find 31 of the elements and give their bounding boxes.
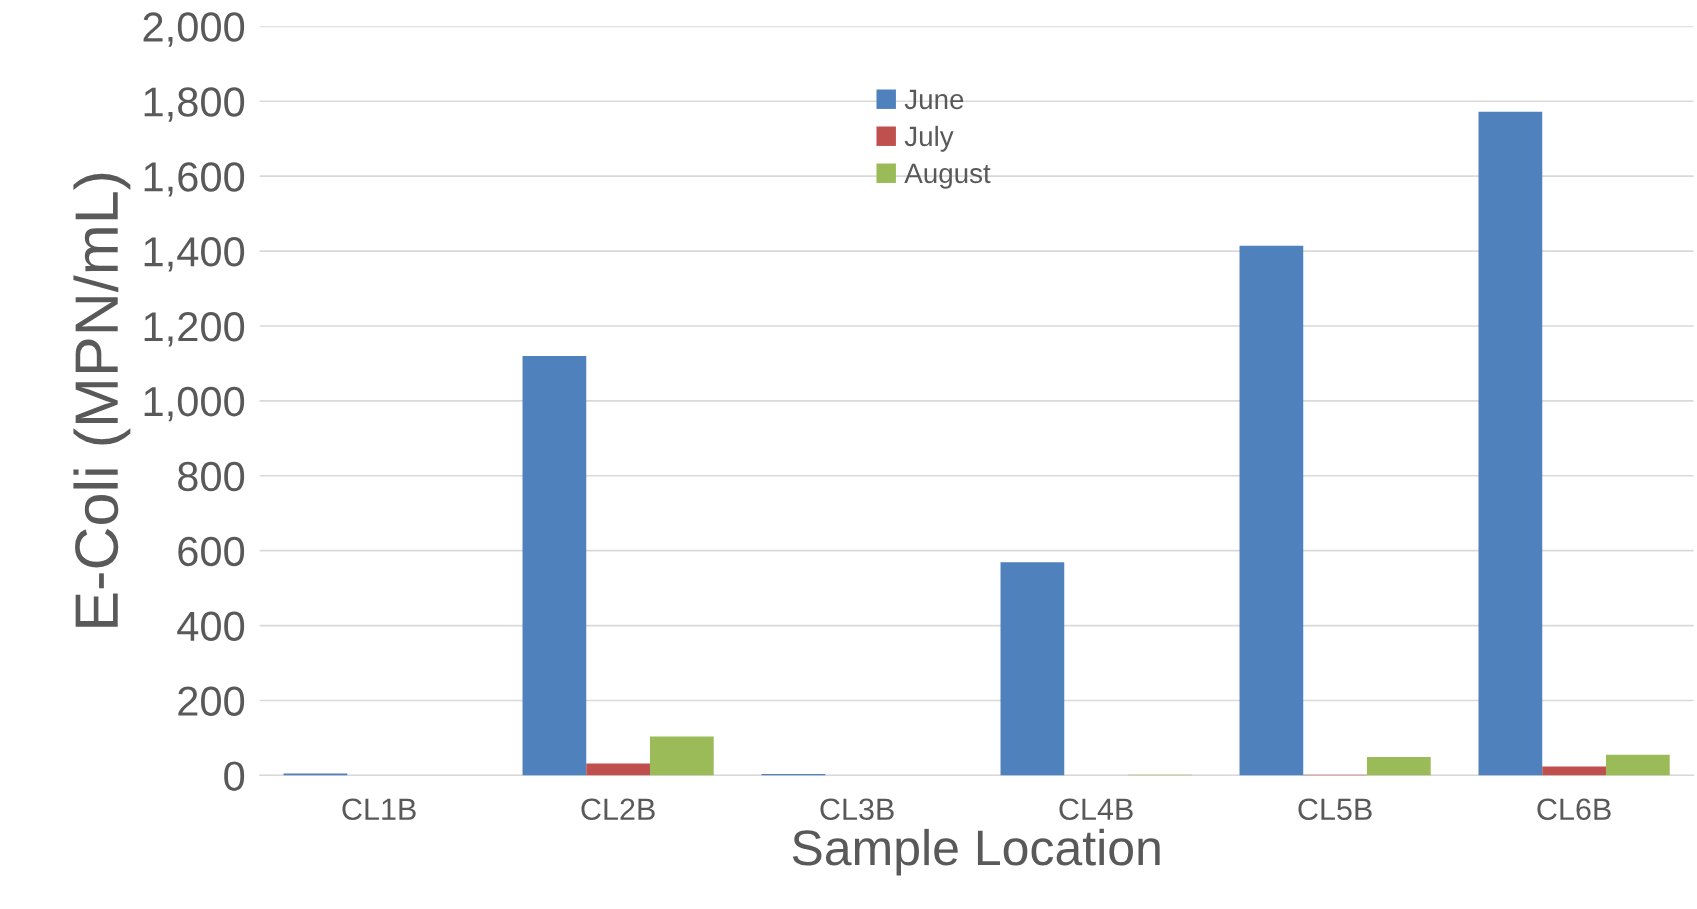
bar bbox=[1366, 757, 1431, 776]
y-tick-label: 1,400 bbox=[144, 237, 245, 272]
y-tick-label: 200 bbox=[178, 686, 245, 716]
legend-label: June bbox=[904, 89, 964, 110]
y-tick-label: 1,800 bbox=[144, 87, 245, 122]
bar bbox=[1000, 562, 1065, 776]
bar bbox=[1542, 766, 1606, 776]
x-tick-label: CL6B bbox=[1537, 798, 1611, 821]
legend-label: August bbox=[904, 163, 991, 189]
x-tick-label: CL5B bbox=[1298, 798, 1372, 821]
bar bbox=[522, 355, 587, 776]
y-tick-label: 400 bbox=[177, 611, 245, 642]
x-tick-label: CL3B bbox=[820, 798, 894, 821]
bar bbox=[586, 763, 650, 776]
x-axis-title: Sample Location bbox=[792, 828, 1160, 876]
y-tick-label: 2,000 bbox=[143, 12, 245, 47]
legend-label: July bbox=[904, 125, 954, 152]
bar bbox=[1605, 754, 1670, 776]
x-tick-label: CL2B bbox=[581, 798, 655, 821]
x-tick-label: CL1B bbox=[342, 798, 416, 821]
y-tick-label: 1,000 bbox=[144, 386, 245, 422]
y-axis-title: E-Coli (MPN/mL) bbox=[73, 173, 131, 627]
y-tick-label: 1,200 bbox=[144, 311, 245, 347]
x-tick-label: CL4B bbox=[1059, 798, 1133, 821]
bar bbox=[1478, 111, 1543, 776]
y-tick-label: 1,600 bbox=[144, 162, 245, 197]
y-tick-label: 800 bbox=[178, 461, 245, 492]
bar bbox=[650, 736, 714, 776]
y-tick-label: 600 bbox=[178, 536, 245, 567]
y-tick-label: 0 bbox=[224, 761, 245, 791]
bar bbox=[1239, 245, 1304, 776]
